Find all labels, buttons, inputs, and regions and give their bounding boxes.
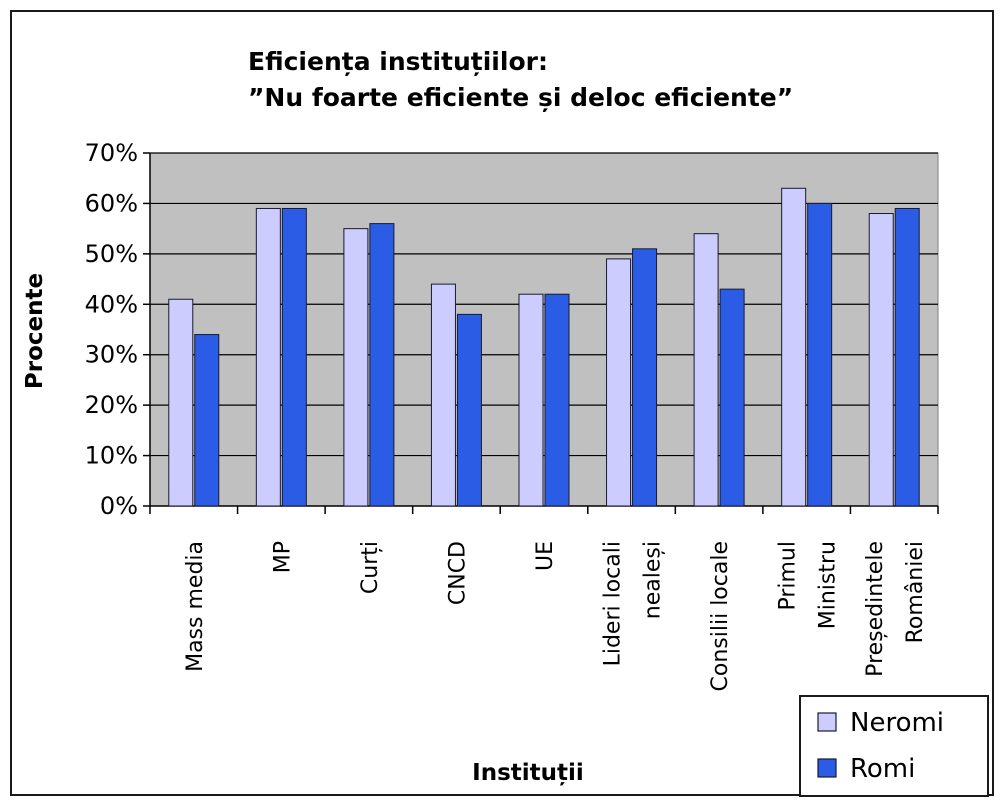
legend-swatch-romi	[817, 758, 837, 778]
bar-romi	[194, 334, 220, 507]
bar-neromi	[518, 293, 544, 507]
chart-title: Eficiența instituțiilor:	[248, 47, 548, 76]
bar-neromi	[430, 283, 456, 507]
bar-neromi	[693, 233, 719, 507]
x-tick-label: Primul	[776, 541, 801, 611]
x-tick-label: României	[903, 541, 928, 643]
y-axis-title: Procente	[22, 273, 48, 389]
plot-background	[149, 152, 939, 507]
bar-romi	[544, 293, 570, 507]
x-tick-label: Consilii locale	[708, 541, 733, 691]
x-tick-label: UE	[533, 541, 558, 571]
legend: Neromi Romi	[799, 695, 989, 797]
y-tick-label: 40%	[85, 290, 138, 318]
x-tick-label: Lideri locali	[601, 541, 626, 666]
legend-box	[799, 695, 989, 797]
bar-romi	[281, 207, 307, 507]
y-tick-label: 70%	[85, 139, 138, 167]
y-tick-label: 10%	[85, 442, 138, 470]
bar-romi	[632, 248, 658, 507]
legend-swatch-neromi	[817, 712, 837, 732]
y-tick-label: 20%	[85, 391, 138, 419]
x-tick-label: Ministru	[816, 541, 841, 629]
y-tick-label: 30%	[85, 341, 138, 369]
x-tick-label: MP	[270, 541, 295, 573]
bar-neromi	[781, 187, 807, 507]
y-tick-label: 0%	[100, 492, 138, 520]
x-tick-label: nealeși	[641, 541, 666, 619]
plot-area: 0% 10% 20% 30% 40% 50% 60% 70% Mass media MP Curți…	[85, 139, 939, 691]
bar-neromi	[168, 298, 194, 507]
bar-romi	[719, 288, 745, 507]
x-tick-label: Curți	[358, 541, 383, 594]
bar-neromi	[606, 258, 632, 507]
bar-romi	[894, 207, 920, 507]
y-tick-label: 50%	[85, 240, 138, 268]
bar-romi	[807, 202, 833, 507]
chart-subtitle: ”Nu foarte eficiente și deloc eficiente”	[248, 83, 793, 112]
bar-romi	[369, 223, 395, 507]
bar-neromi	[343, 228, 369, 507]
x-tick-label: CNCD	[445, 541, 470, 605]
bar-neromi	[868, 213, 894, 507]
legend-label-neromi: Neromi	[850, 708, 944, 738]
y-tick-label: 60%	[85, 189, 138, 217]
bar-romi	[456, 313, 482, 507]
bar-neromi	[255, 207, 281, 507]
x-axis-title: Instituții	[472, 760, 584, 786]
x-tick-label: Mass media	[183, 541, 208, 672]
x-tick-label: Președintele	[863, 541, 888, 677]
legend-label-romi: Romi	[850, 754, 915, 784]
